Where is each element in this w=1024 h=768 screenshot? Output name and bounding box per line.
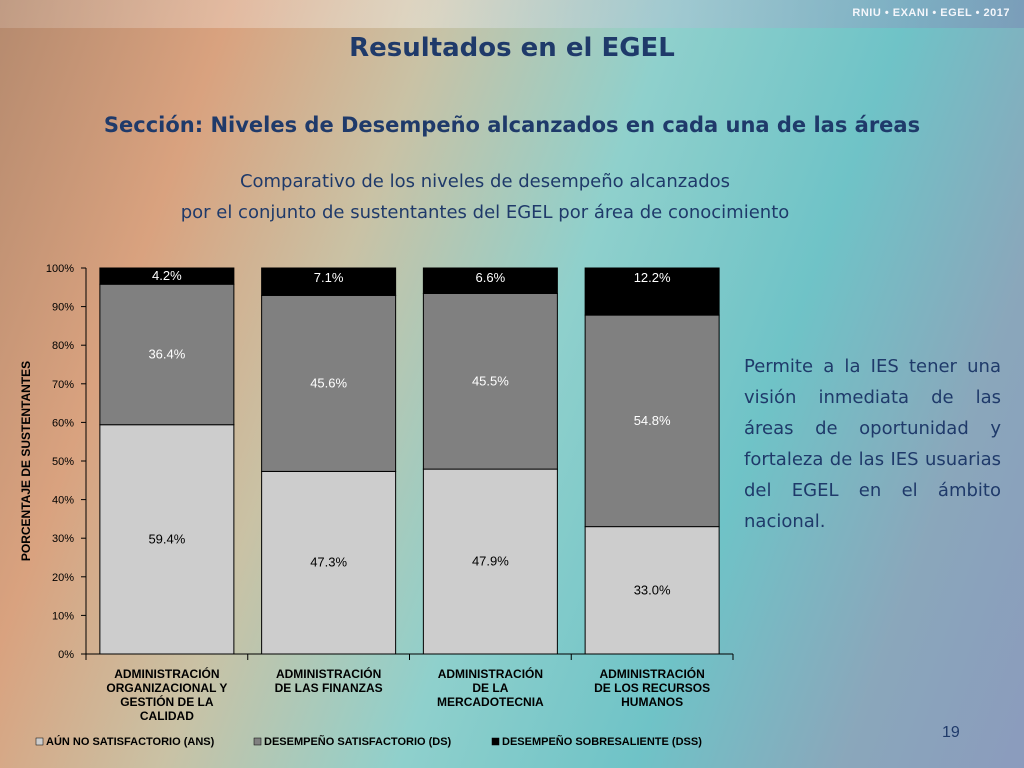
y-tick-label: 0% <box>58 649 74 661</box>
y-axis-label: PORCENTAJE DE SUSTENTANTES <box>19 361 33 561</box>
y-tick-label: 80% <box>52 340 74 352</box>
data-label: 45.5% <box>472 373 509 388</box>
x-tick-label: ADMINISTRACIÓN <box>438 666 543 681</box>
y-tick-label: 20% <box>52 572 74 584</box>
subtitle-line-1: Comparativo de los niveles de desempeño … <box>239 171 731 192</box>
data-label: 47.9% <box>472 554 509 569</box>
bar-segment-ds <box>99 283 235 426</box>
data-label: 12.2% <box>634 270 671 285</box>
legend-label: AÚN NO SATISFACTORIO (ANS) <box>46 735 215 748</box>
x-tick-label: ORGANIZACIONAL Y <box>106 681 227 695</box>
legend-swatch <box>35 737 44 746</box>
top-banner: RNIU • EXANI • EGEL • 2017 <box>0 0 1024 28</box>
y-tick-label: 40% <box>52 495 74 507</box>
data-label: 45.6% <box>310 375 347 390</box>
data-label: 59.4% <box>148 531 185 546</box>
explanation-text: Permite a la IES tener una visión inmedi… <box>744 356 1001 532</box>
x-tick-label: DE LA <box>472 681 508 695</box>
data-label: 4.2% <box>152 268 182 283</box>
bar-segment-ds <box>584 314 720 528</box>
chart-subtitle: Comparativo de los niveles de desempeño … <box>0 166 970 228</box>
legend-swatch <box>253 737 262 746</box>
data-label: 33.0% <box>634 582 671 597</box>
bar-segment-dss <box>261 267 397 296</box>
slide-title: Resultados en el EGEL <box>349 33 675 63</box>
section-heading: Sección: Niveles de Desempeño alcanzados… <box>103 113 921 137</box>
subtitle-line-2: por el conjunto de sustentantes del EGEL… <box>180 202 790 223</box>
legend-label: DESEMPEÑO SATISFACTORIO (DS) <box>264 735 452 748</box>
bar-segment-dss <box>99 267 235 285</box>
x-tick-label: ADMINISTRACIÓN <box>114 666 219 681</box>
bar-segment-ds <box>422 292 558 470</box>
bar-segment-dss <box>584 267 720 316</box>
bar-segment-ans <box>422 468 558 655</box>
x-tick-label: ADMINISTRACIÓN <box>599 666 704 681</box>
bar-segment-ans <box>99 424 235 655</box>
data-label: 36.4% <box>148 346 185 361</box>
y-tick-label: 90% <box>52 302 74 314</box>
brand-text: RNIU • EXANI • EGEL • 2017 <box>852 7 1010 19</box>
x-tick-label: CALIDAD <box>140 709 194 723</box>
x-tick-label: DE LOS RECURSOS <box>594 681 710 695</box>
x-tick-label: ADMINISTRACIÓN <box>276 666 381 681</box>
x-tick-label: GESTIÓN DE LA <box>120 694 214 709</box>
page-number: 19 <box>942 724 960 741</box>
y-tick-label: 100% <box>46 263 74 275</box>
y-tick-label: 10% <box>52 610 74 622</box>
legend-swatch <box>491 737 500 746</box>
data-label: 7.1% <box>314 270 344 285</box>
x-tick-label: HUMANOS <box>621 695 683 709</box>
bar-segment-ans <box>261 470 397 655</box>
y-tick-label: 50% <box>52 456 74 468</box>
legend-label: DESEMPEÑO SOBRESALIENTE (DSS) <box>502 735 702 748</box>
data-label: 54.8% <box>634 413 671 428</box>
y-tick-label: 70% <box>52 379 74 391</box>
x-tick-label: DE LAS FINANZAS <box>275 681 383 695</box>
bar-segment-dss <box>422 267 558 294</box>
y-tick-label: 60% <box>52 417 74 429</box>
x-tick-label: MERCADOTECNIA <box>437 695 544 709</box>
data-label: 6.6% <box>476 270 506 285</box>
data-label: 47.3% <box>310 555 347 570</box>
y-tick-label: 30% <box>52 533 74 545</box>
bar-segment-ds <box>261 294 397 472</box>
